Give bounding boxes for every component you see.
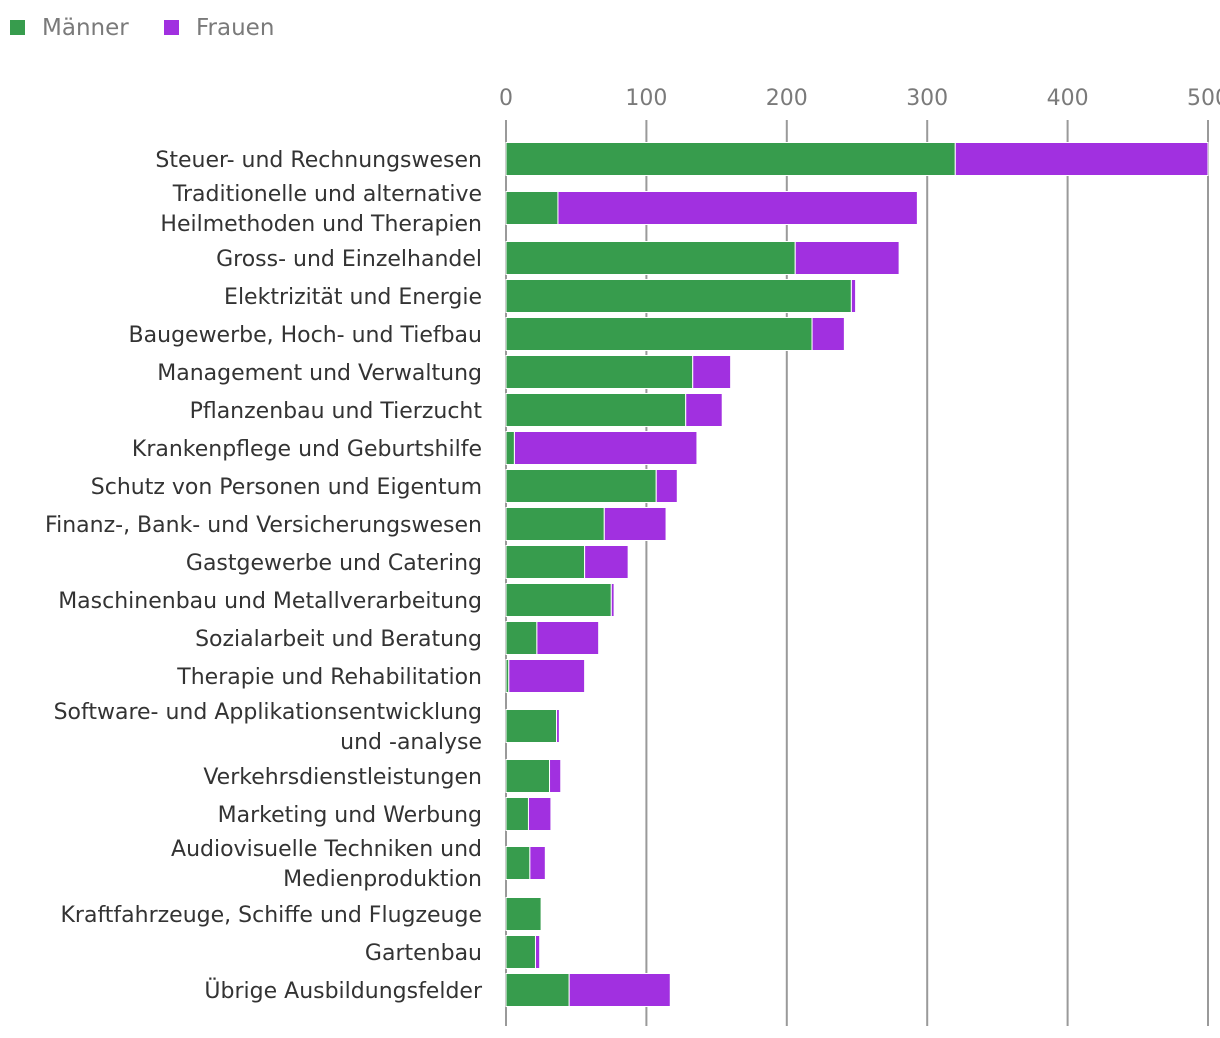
category-label-14: Software- und Applikationsentwicklung und…	[54, 700, 482, 755]
category-label-17: Audiovisuelle Techniken und Medienprodukt…	[171, 837, 482, 892]
bar-mnner-0	[505, 142, 956, 176]
bar-frauen-20	[568, 973, 671, 1007]
bar-frauen-3	[850, 279, 857, 313]
bar-mnner-4	[505, 317, 813, 351]
bar-mnner-16	[505, 797, 529, 831]
legend: Männer Frauen	[10, 15, 274, 41]
bar-frauen-12	[536, 621, 600, 655]
tick-label-300: 300	[906, 86, 948, 111]
legend-label-0: Männer	[42, 15, 129, 41]
category-label-line: und -analyse	[340, 730, 482, 755]
bars	[505, 142, 1209, 1007]
category-label-9: Finanz-, Bank- und Versicherungswesen	[45, 513, 482, 538]
bar-mnner-19	[505, 935, 536, 969]
category-label-10: Gastgewerbe und Catering	[186, 551, 482, 576]
bar-frauen-11	[610, 583, 615, 617]
tick-label-400: 400	[1047, 86, 1089, 111]
category-label-line: Traditionelle und alternative	[172, 182, 482, 207]
bar-mnner-10	[505, 545, 586, 579]
category-label-19: Gartenbau	[365, 941, 482, 966]
legend-label-1: Frauen	[196, 15, 274, 41]
bar-mnner-14	[505, 709, 558, 743]
category-label-2: Gross- und Einzelhandel	[216, 247, 482, 272]
legend-swatch-0	[10, 20, 25, 35]
category-label-line: Software- und Applikationsentwicklung	[54, 700, 482, 725]
category-label-20: Übrige Ausbildungsfelder	[204, 978, 483, 1004]
tick-label-0: 0	[499, 86, 513, 111]
bar-mnner-3	[505, 279, 852, 313]
category-label-7: Krankenpflege und Geburtshilfe	[132, 437, 482, 462]
bar-frauen-5	[692, 355, 732, 389]
category-label-18: Kraftfahrzeuge, Schiffe und Flugzeuge	[60, 903, 482, 928]
category-label-line: Audiovisuelle Techniken und	[171, 837, 482, 862]
bar-frauen-7	[513, 431, 698, 465]
bar-mnner-6	[505, 393, 687, 427]
bar-frauen-17	[529, 846, 546, 880]
tick-label-200: 200	[766, 86, 808, 111]
bar-frauen-4	[811, 317, 845, 351]
bar-mnner-2	[505, 241, 796, 275]
category-label-11: Maschinenbau und Metallverarbeitung	[58, 589, 482, 614]
category-label-15: Verkehrsdienstleistungen	[203, 765, 482, 790]
bar-frauen-14	[556, 709, 560, 743]
bar-mnner-18	[505, 897, 542, 931]
category-label-0: Steuer- und Rechnungswesen	[155, 148, 482, 173]
bar-frauen-6	[685, 393, 723, 427]
bar-mnner-15	[505, 759, 551, 793]
bar-mnner-7	[505, 431, 515, 465]
category-label-16: Marketing und Werbung	[218, 803, 482, 828]
bar-frauen-8	[655, 469, 678, 503]
category-label-line: Medienproduktion	[283, 867, 482, 892]
bar-mnner-12	[505, 621, 538, 655]
category-label-13: Therapie und Rehabilitation	[176, 665, 482, 690]
bar-frauen-10	[584, 545, 629, 579]
category-label-3: Elektrizität und Energie	[224, 285, 482, 310]
bar-mnner-5	[505, 355, 694, 389]
bar-mnner-8	[505, 469, 657, 503]
bar-mnner-11	[505, 583, 612, 617]
x-axis-ticks: 0 100 200 300 400 500	[499, 86, 1220, 111]
bar-frauen-16	[527, 797, 552, 831]
tick-label-500: 500	[1187, 86, 1220, 111]
bar-frauen-0	[954, 142, 1209, 176]
category-label-8: Schutz von Personen und Eigentum	[91, 475, 482, 500]
bar-frauen-19	[534, 935, 541, 969]
category-label-5: Management und Verwaltung	[157, 361, 482, 386]
bar-mnner-20	[505, 973, 570, 1007]
bar-frauen-15	[549, 759, 562, 793]
category-label-1: Traditionelle und alternative Heilmethode…	[160, 182, 482, 237]
bar-frauen-2	[794, 241, 900, 275]
category-labels: Steuer- und Rechnungswesen Traditionelle …	[45, 148, 483, 1004]
bar-frauen-13	[508, 659, 586, 693]
bar-frauen-9	[603, 507, 667, 541]
category-label-4: Baugewerbe, Hoch- und Tiefbau	[129, 323, 482, 348]
category-label-6: Pflanzenbau und Tierzucht	[190, 399, 483, 424]
tick-label-100: 100	[625, 86, 667, 111]
bar-mnner-17	[505, 846, 531, 880]
bar-frauen-1	[557, 191, 918, 225]
bar-mnner-1	[505, 191, 559, 225]
legend-swatch-1	[164, 20, 179, 35]
bar-mnner-9	[505, 507, 605, 541]
category-label-12: Sozialarbeit und Beratung	[195, 627, 482, 652]
category-label-line: Heilmethoden und Therapien	[160, 212, 482, 237]
